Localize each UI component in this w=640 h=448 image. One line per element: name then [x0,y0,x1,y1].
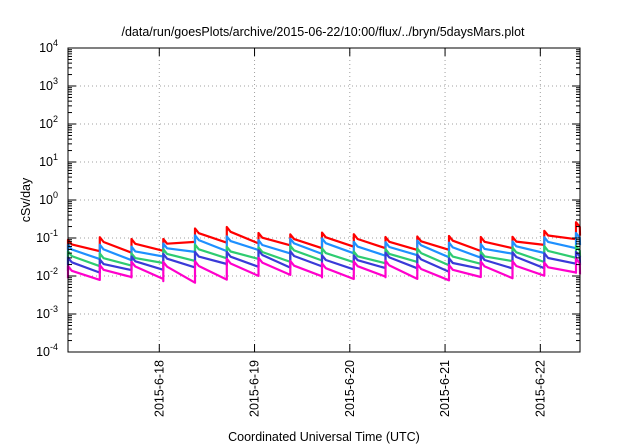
y-tick-label: 104 [39,38,58,55]
y-tick-labels: 10-4 10-3 10-2 10-1 100 101 102 103 104 [36,38,58,359]
x-tick-label: 2015-6-20 [343,360,357,417]
y-tick-label: 103 [39,76,58,93]
y-tick-label: 102 [39,114,58,131]
y-tick-label: 10-2 [36,266,58,283]
y-tick-label: 10-3 [36,304,58,321]
y-axis-label: cSv/day [19,177,33,222]
x-tick-labels: 2015-6-18 2015-6-19 2015-6-20 2015-6-21 2015… [152,360,547,417]
y-tick-label: 100 [39,190,58,207]
axis-ticks [68,47,580,353]
grid [68,48,580,352]
x-tick-label: 2015-6-22 [533,360,547,417]
y-tick-label: 101 [39,152,58,169]
y-tick-label: 10-4 [36,342,58,359]
x-axis-label: Coordinated Universal Time (UTC) [228,430,420,444]
x-tick-label: 2015-6-19 [248,360,262,417]
plot-series [66,221,582,284]
x-tick-label: 2015-6-18 [152,360,166,417]
x-tick-label: 2015-6-21 [438,360,452,417]
chart-title: /data/run/goesPlots/archive/2015-06-22/1… [121,25,525,39]
y-tick-label: 10-1 [36,228,58,245]
series-line [66,256,582,284]
